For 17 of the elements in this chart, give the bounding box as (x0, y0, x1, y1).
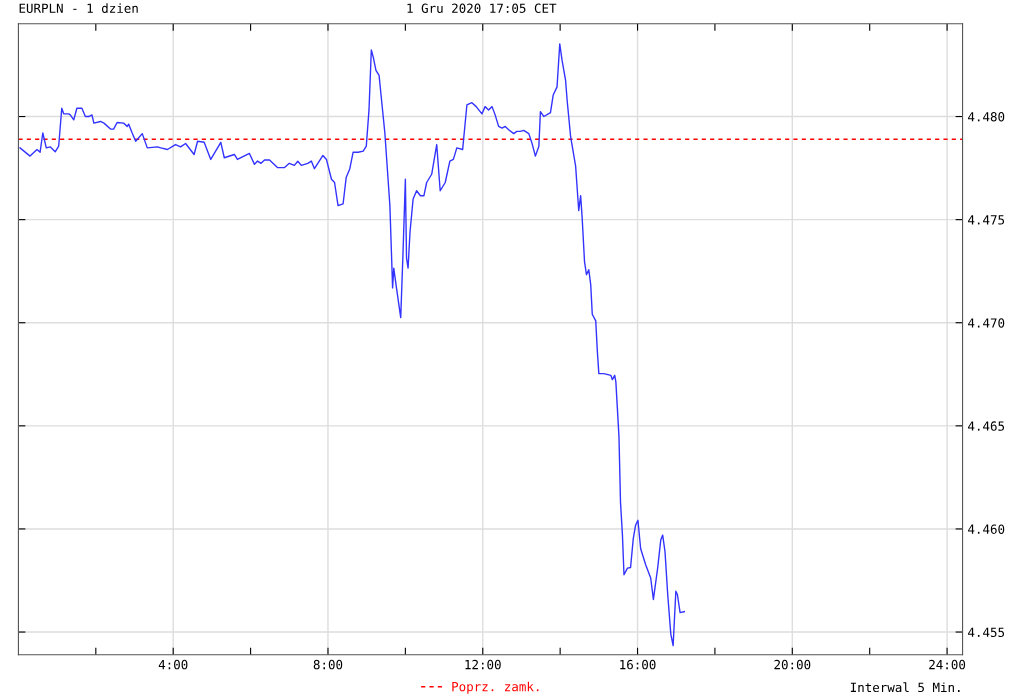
text: Interwal 5 Min. (850, 682, 960, 693)
legend-label: Poprz. zamk. (452, 681, 539, 694)
line-series (19, 43, 686, 647)
y-tick-label: 4.460 (968, 524, 1005, 534)
x-tick-label: 4:00 (158, 659, 188, 670)
x-tick-label: 8:00 (313, 659, 343, 670)
y-tick-label: 4.475 (968, 215, 1005, 225)
x-tick-label: 16:00 (620, 659, 656, 670)
x-tick-label: 12:00 (465, 659, 501, 670)
x-tick-label: 24:00 (929, 659, 966, 670)
y-tick-label: 4.480 (968, 112, 1005, 122)
y-tick-label: 4.465 (968, 421, 1005, 431)
chart-subtitle: 1 Gru 2020 17:05 CET (407, 3, 557, 13)
y-tick-label: 4.470 (968, 318, 1005, 328)
x-tick-label: 20:00 (774, 659, 811, 670)
y-tick-label: 4.455 (968, 627, 1005, 637)
chart-title: EURPLN - 1 dzien (19, 3, 138, 13)
